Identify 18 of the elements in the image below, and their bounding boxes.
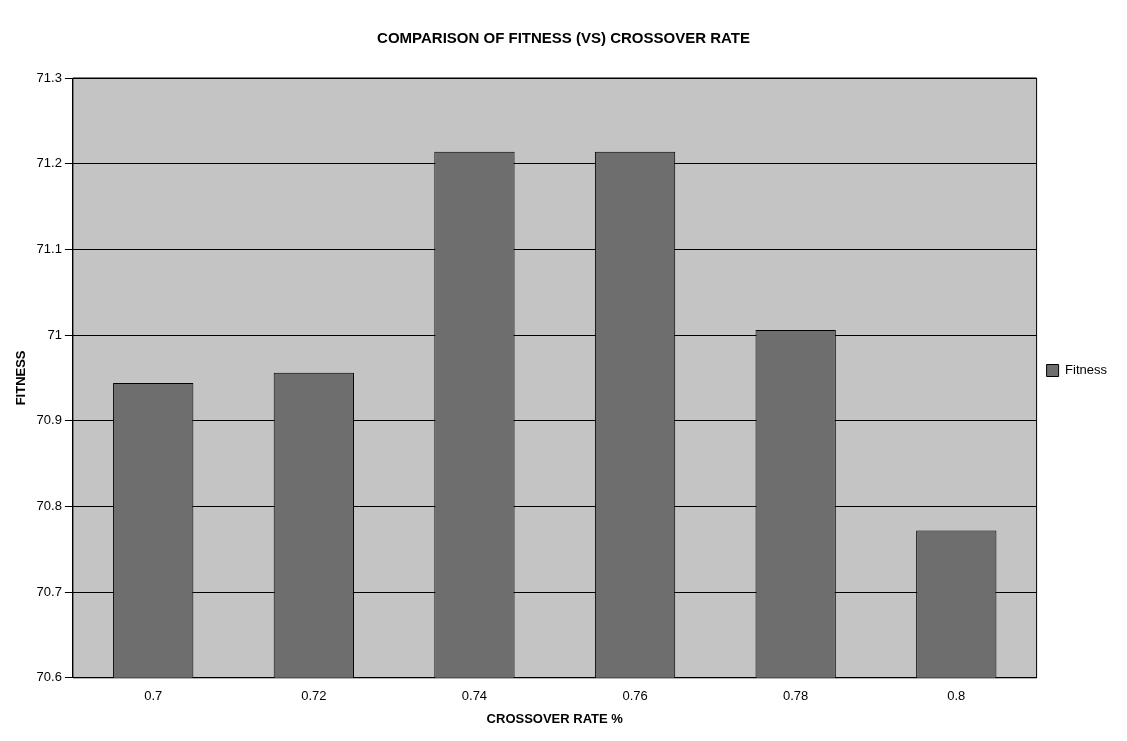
- y-tick-label: 70.6: [36, 669, 62, 685]
- x-tick-label: 0.78: [783, 688, 809, 704]
- x-tick-label: 0.72: [301, 688, 327, 704]
- x-tick-label: 0.76: [622, 688, 648, 704]
- legend-label: Fitness: [1065, 362, 1108, 378]
- y-tick-label: 71: [47, 326, 62, 342]
- y-tick-label: 70.7: [36, 583, 62, 599]
- y-tick-label: 71.1: [36, 240, 62, 256]
- y-tick-label: 71.3: [36, 69, 62, 85]
- y-tick-label: 70.9: [36, 412, 62, 428]
- y-tick-label: 70.8: [36, 498, 62, 514]
- x-tick-label: 0.74: [461, 688, 488, 704]
- y-axis-title: FITNESS: [13, 350, 29, 406]
- chart-title: COMPARISON OF FITNESS (VS) CROSSOVER RATE: [377, 29, 750, 47]
- x-tick-label: 0.8: [947, 688, 966, 704]
- x-tick-label: 0.7: [144, 688, 163, 704]
- y-tick-label: 71.2: [36, 155, 62, 171]
- x-axis-title: CROSSOVER RATE %: [486, 710, 624, 726]
